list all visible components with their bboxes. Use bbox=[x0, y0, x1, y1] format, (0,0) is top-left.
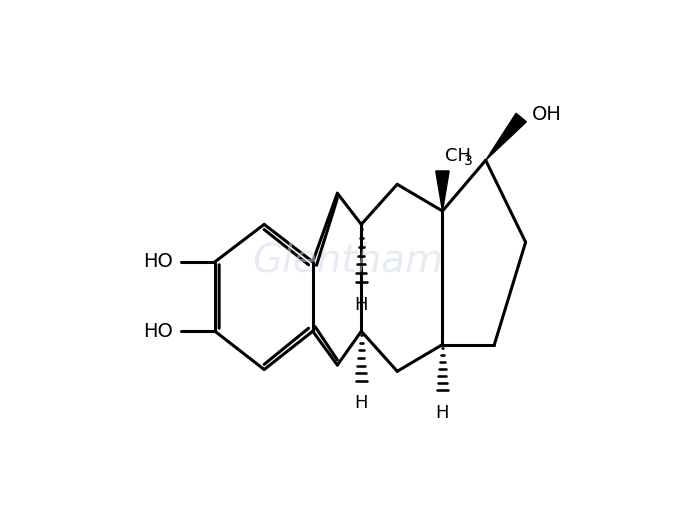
Text: OH: OH bbox=[532, 106, 562, 124]
Text: 3: 3 bbox=[464, 154, 473, 168]
Polygon shape bbox=[436, 171, 449, 211]
Text: Glentham: Glentham bbox=[253, 241, 443, 279]
Text: H: H bbox=[354, 296, 368, 314]
Text: H: H bbox=[354, 394, 368, 412]
Polygon shape bbox=[486, 113, 526, 160]
Text: HO: HO bbox=[143, 322, 173, 341]
Text: CH: CH bbox=[445, 147, 471, 165]
Text: HO: HO bbox=[143, 252, 173, 271]
Text: H: H bbox=[436, 404, 449, 422]
